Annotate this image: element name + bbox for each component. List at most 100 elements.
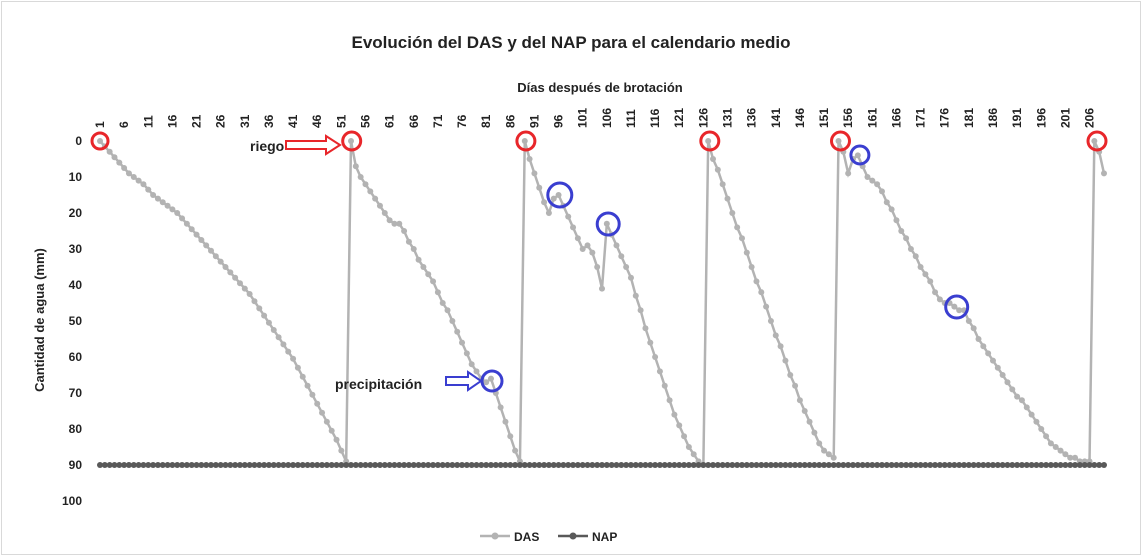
- data-point: [348, 138, 354, 144]
- x-tick-label: 66: [407, 114, 421, 128]
- data-point: [256, 462, 263, 468]
- data-point: [840, 462, 847, 468]
- data-point: [497, 404, 504, 411]
- data-point: [811, 462, 818, 468]
- data-point: [319, 462, 326, 468]
- data-point: [874, 181, 881, 188]
- x-tick-label: 206: [1083, 108, 1097, 128]
- data-point: [1023, 462, 1030, 468]
- data-point: [685, 462, 692, 468]
- data-point: [1028, 411, 1035, 418]
- data-point: [985, 462, 992, 468]
- data-point: [690, 462, 697, 468]
- data-point: [980, 343, 987, 350]
- data-point: [376, 462, 383, 468]
- data-point: [203, 462, 210, 468]
- data-point: [492, 462, 499, 468]
- data-point: [439, 300, 446, 306]
- data-point: [753, 278, 760, 285]
- data-point: [874, 462, 881, 468]
- data-point: [980, 462, 987, 468]
- x-tick-label: 176: [938, 108, 952, 128]
- data-point: [676, 422, 683, 429]
- data-point: [821, 462, 828, 468]
- chart-title: Evolución del DAS y del NAP para el cale…: [352, 33, 791, 52]
- data-point: [685, 444, 692, 450]
- data-point: [565, 213, 572, 220]
- x-tick-label: 136: [745, 108, 759, 128]
- data-point: [681, 433, 688, 440]
- legend-marker: [569, 532, 577, 540]
- data-point: [439, 462, 446, 468]
- annotation: riego: [250, 138, 284, 154]
- data-point: [1057, 462, 1064, 468]
- data-point: [1047, 462, 1054, 468]
- data-point: [734, 462, 741, 468]
- x-tick-label: 26: [214, 114, 228, 128]
- y-axis-title: Cantidad de agua (mm): [32, 248, 47, 392]
- data-point: [594, 462, 601, 468]
- data-point: [1047, 440, 1054, 447]
- data-point: [328, 462, 335, 468]
- data-point: [111, 462, 118, 468]
- data-point: [1091, 462, 1098, 468]
- data-point: [656, 462, 663, 468]
- data-point: [280, 462, 287, 468]
- y-tick-label: 70: [69, 386, 83, 400]
- data-point: [125, 462, 132, 468]
- data-point: [830, 454, 837, 461]
- data-point: [135, 462, 142, 468]
- x-tick-label: 6: [117, 121, 131, 128]
- data-point: [946, 462, 953, 468]
- data-point: [150, 192, 157, 198]
- data-point: [550, 462, 557, 468]
- data-point: [724, 462, 731, 468]
- data-point: [912, 253, 919, 260]
- data-point: [782, 462, 789, 468]
- data-point: [845, 170, 852, 177]
- data-point: [531, 462, 538, 468]
- data-point: [222, 462, 229, 468]
- x-tick-label: 11: [141, 115, 155, 128]
- data-point: [589, 462, 596, 468]
- data-point: [999, 462, 1006, 468]
- data-point: [970, 325, 977, 332]
- data-point: [758, 289, 765, 296]
- x-tick-label: 91: [527, 114, 541, 128]
- data-point: [835, 138, 842, 144]
- data-point: [734, 224, 741, 231]
- data-point: [487, 375, 494, 382]
- data-point: [372, 462, 379, 468]
- data-point: [459, 462, 466, 468]
- data-point: [932, 289, 939, 296]
- data-point: [116, 159, 123, 166]
- x-tick-label: 16: [165, 114, 179, 128]
- data-point: [502, 418, 509, 425]
- data-point: [850, 462, 856, 468]
- data-point: [743, 249, 750, 256]
- data-point: [140, 462, 147, 468]
- data-point: [719, 181, 726, 188]
- data-point: [174, 210, 181, 216]
- data-point: [304, 382, 311, 389]
- data-point: [1052, 444, 1059, 450]
- data-point: [487, 462, 494, 468]
- data-point: [352, 163, 359, 170]
- data-point: [825, 451, 832, 458]
- data-point: [787, 372, 794, 378]
- data-point: [1033, 418, 1040, 425]
- data-point: [714, 462, 721, 468]
- x-tick-label: 166: [889, 108, 903, 128]
- data-point: [323, 462, 330, 468]
- x-tick-label: 71: [431, 114, 445, 128]
- riego-arrow: [285, 134, 342, 156]
- data-point: [174, 462, 181, 468]
- x-tick-label: 106: [600, 108, 614, 128]
- data-point: [183, 462, 190, 468]
- data-point: [869, 177, 876, 184]
- data-point: [405, 238, 412, 245]
- data-point: [570, 462, 577, 468]
- riego-circle: [830, 130, 851, 152]
- data-point: [251, 462, 258, 468]
